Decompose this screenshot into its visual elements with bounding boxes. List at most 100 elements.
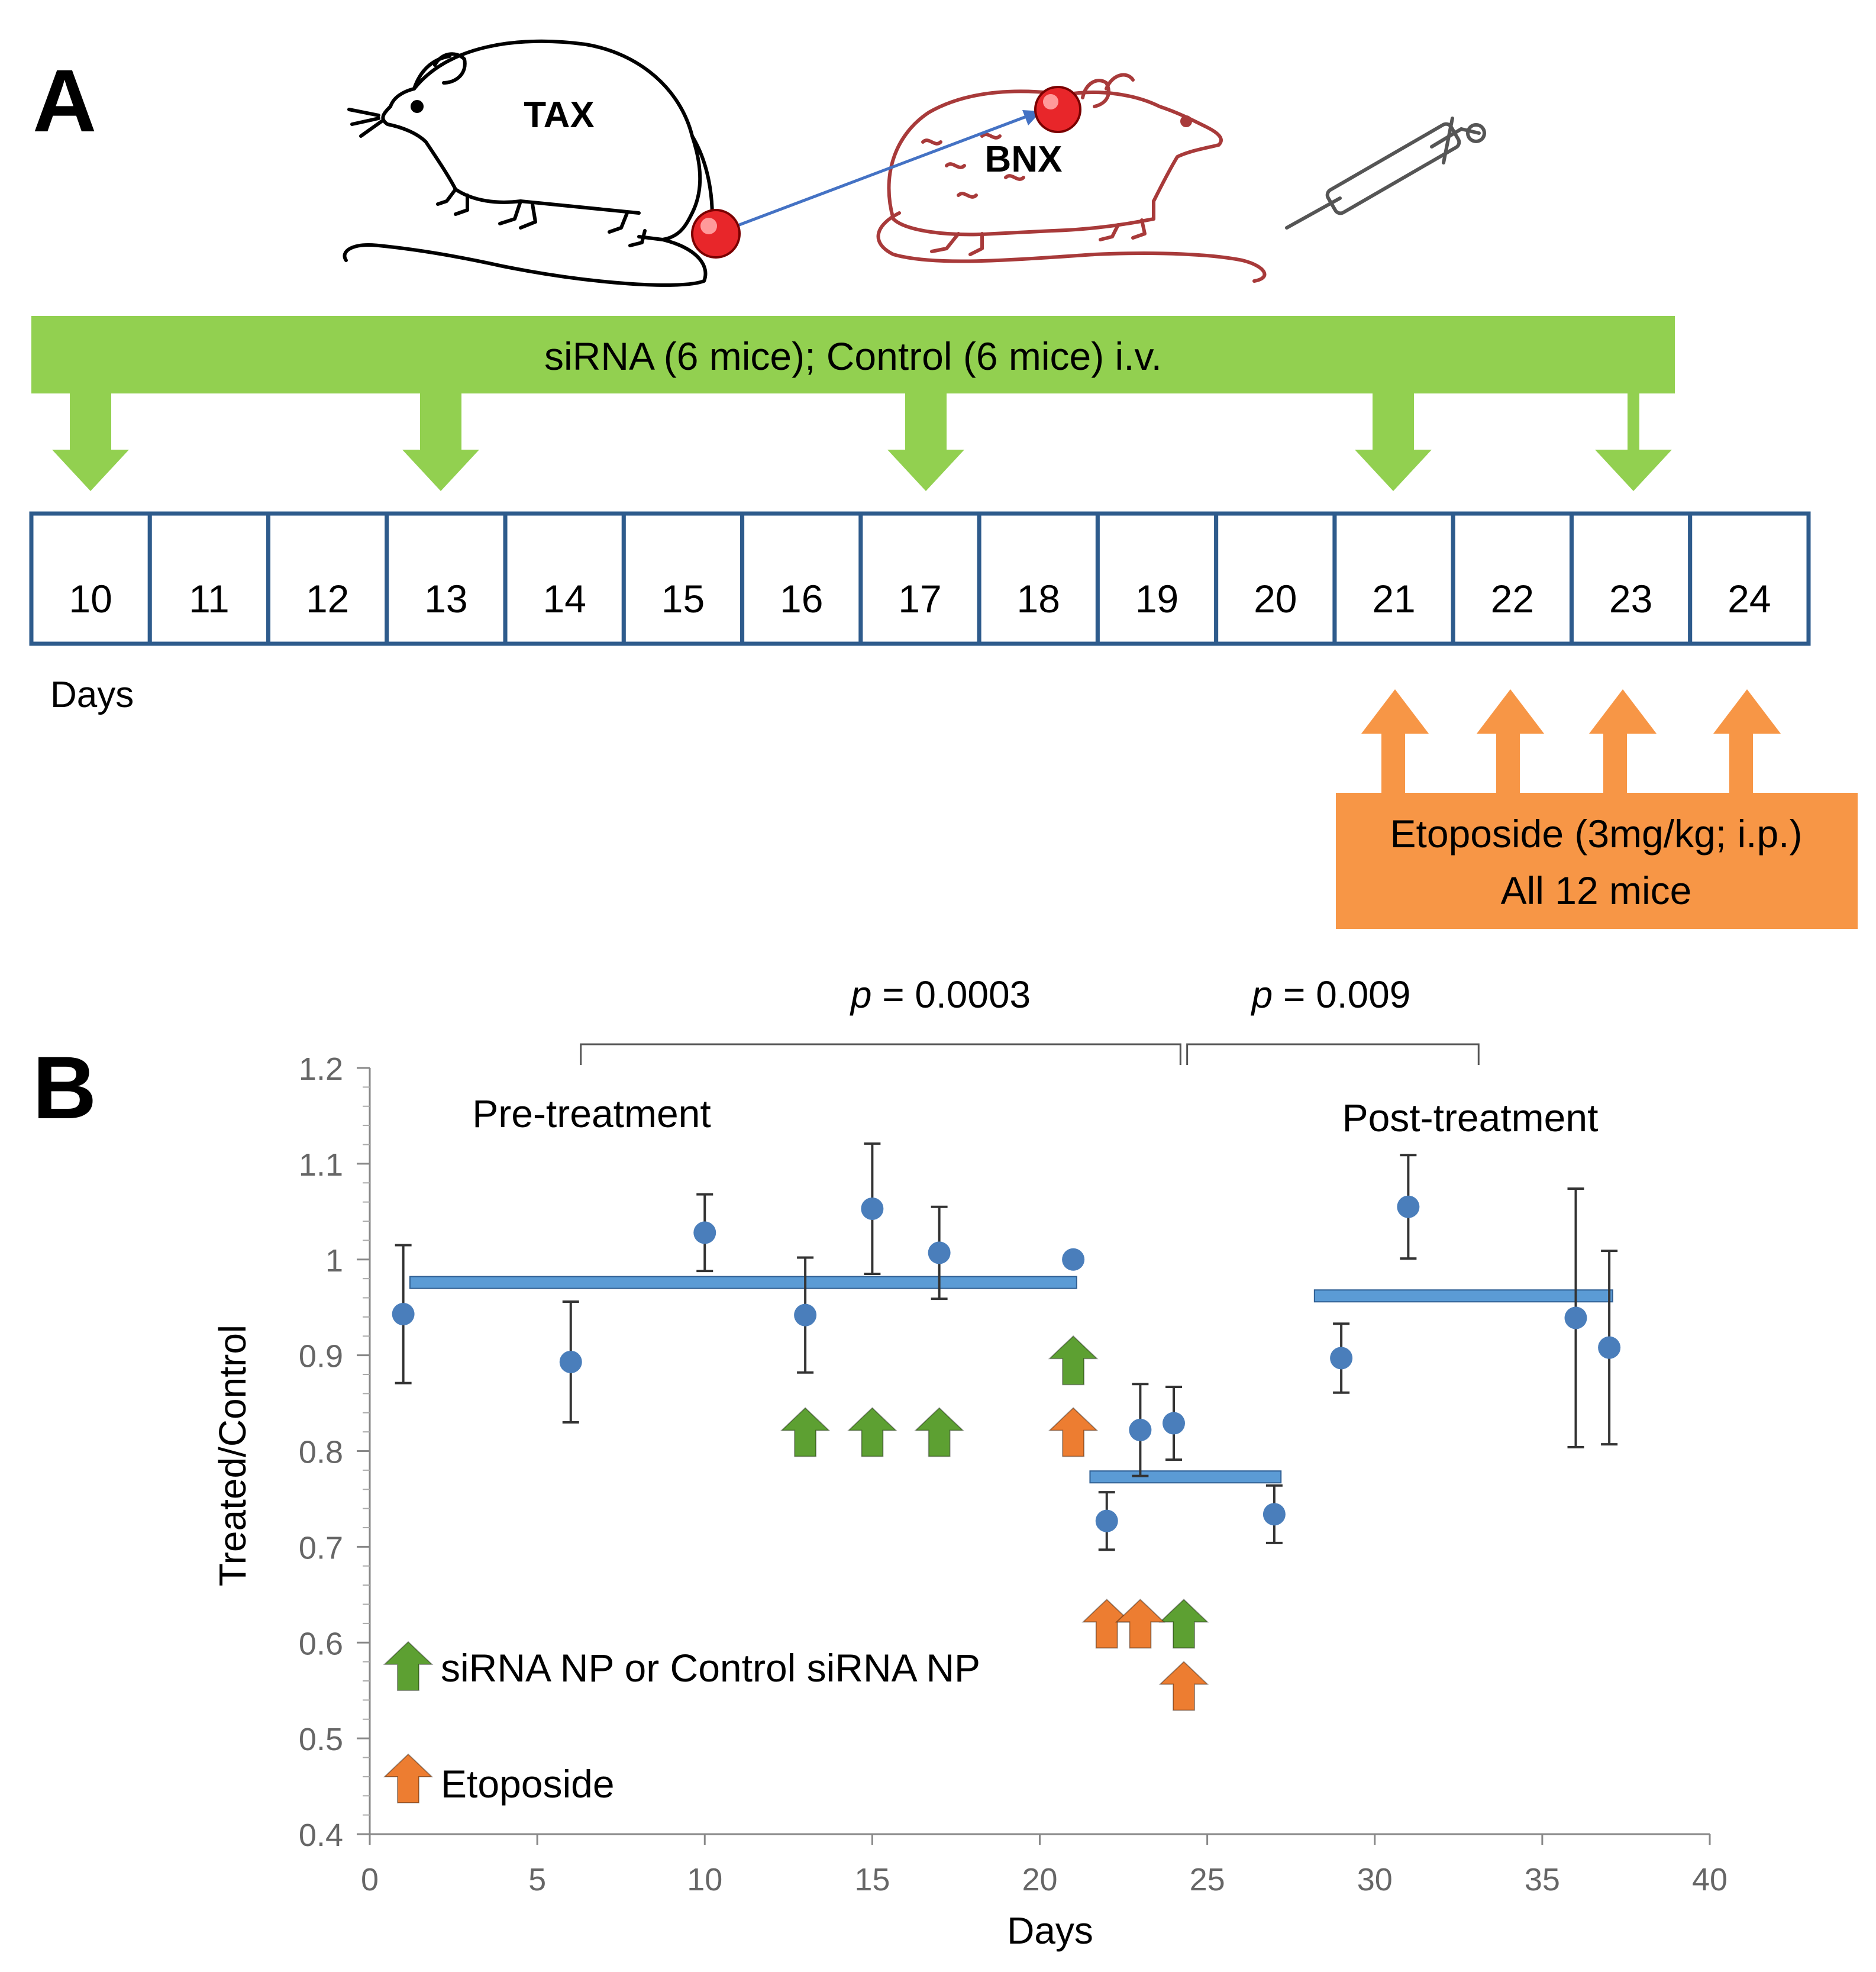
panel-a-label: A [33, 51, 96, 150]
data-point [559, 1350, 582, 1373]
legend-orange-arrow [383, 1753, 434, 1803]
day-label-15: 15 [661, 577, 705, 621]
day-timeline: 10 11 12 13 14 15 16 17 18 19 20 21 22 23 24 [29, 511, 1811, 646]
sirna-arrow-icon [780, 1407, 831, 1457]
day-label-22: 22 [1491, 577, 1534, 621]
y-tick-label: 0.9 [299, 1339, 343, 1374]
panel-b-label: B [33, 1038, 96, 1137]
etoposide-arrow-icon [1158, 1661, 1209, 1711]
mean-line-1 [409, 1276, 1077, 1289]
etoposide-arrow-icon [1048, 1407, 1099, 1457]
data-point [1564, 1306, 1587, 1329]
x-tick-label: 35 [1525, 1862, 1560, 1897]
data-point [693, 1221, 716, 1244]
mean-lines [409, 1276, 1613, 1484]
y-tick-label: 1.2 [299, 1051, 343, 1087]
data-point [1095, 1509, 1118, 1532]
etoposide-line1: Etoposide (3mg/kg; i.p.) [1390, 812, 1803, 856]
day-box-21 [1332, 511, 1455, 646]
x-tick-label: 25 [1190, 1862, 1225, 1897]
y-tick-label: 0.5 [299, 1722, 343, 1757]
x-tick-label: 10 [687, 1862, 722, 1897]
day-label-19: 19 [1135, 577, 1178, 621]
mean-line-3 [1313, 1289, 1613, 1303]
error-bars [395, 1142, 1618, 1551]
syringe-icon [1285, 117, 1486, 230]
bnx-mouse-icon [876, 73, 1267, 283]
day-box-18 [977, 511, 1100, 646]
day-label-11: 11 [189, 577, 230, 621]
day-label-24: 24 [1728, 577, 1771, 621]
y-tick-label: 0.8 [299, 1435, 343, 1470]
bnx-label: BNX [985, 139, 1063, 180]
legend-green-arrow [383, 1641, 434, 1691]
data-point [928, 1241, 951, 1264]
sirna-arrow-icon [1048, 1335, 1099, 1386]
day-box-10 [29, 511, 152, 646]
p-value-post: p = 0.009 [1251, 973, 1411, 1016]
y-tick-labels: 0.4 0.5 0.6 0.7 0.8 0.9 1 1.1 1.2 [299, 1051, 343, 1853]
legend-etoposide-arrow-icon [383, 1753, 434, 1803]
day-label-18: 18 [1017, 577, 1060, 621]
legend-sirna-arrow-icon [383, 1641, 434, 1691]
day-label-20: 20 [1254, 577, 1297, 621]
p-bracket-post [1186, 1043, 1480, 1065]
day-box-23 [1569, 511, 1693, 646]
y-tick-label: 1 [325, 1243, 343, 1279]
tax-label: TAX [524, 95, 594, 135]
y-tick-label: 0.6 [299, 1626, 343, 1661]
data-point [392, 1303, 415, 1326]
chart-axes [357, 1067, 1711, 1845]
day-label-16: 16 [780, 577, 823, 621]
x-tick-label: 0 [361, 1862, 379, 1897]
sirna-arrow-icon [847, 1407, 897, 1457]
day-box-14 [503, 511, 626, 646]
legend: siRNA NP or Control siRNA NP Etoposide [383, 1641, 980, 1806]
days-label-a: Days [50, 674, 134, 715]
tax-mouse-icon [343, 39, 714, 287]
x-tick-label: 20 [1022, 1862, 1057, 1897]
data-point [1397, 1195, 1420, 1218]
tumor-icon-graft [1034, 86, 1081, 133]
data-point [1330, 1347, 1353, 1370]
day-box-16 [740, 511, 863, 646]
p-bracket-pre [580, 1043, 1181, 1065]
x-tick-labels: 0 5 10 15 20 25 30 35 40 [361, 1862, 1728, 1897]
sirna-banner [31, 316, 1675, 491]
day-label-21: 21 [1372, 577, 1415, 621]
data-point [1598, 1336, 1621, 1359]
sirna-arrow-icon [1158, 1599, 1209, 1649]
data-point [794, 1303, 817, 1326]
x-tick-label: 5 [528, 1862, 546, 1897]
p-value-pre: p = 0.0003 [850, 973, 1031, 1016]
p-value-post-text: = 0.009 [1273, 973, 1410, 1016]
legend-etoposide-text: Etoposide [441, 1762, 615, 1806]
post-treatment-label: Post-treatment [1342, 1096, 1599, 1140]
sirna-banner-text: siRNA (6 mice); Control (6 mice) i.v. [544, 334, 1162, 378]
y-tick-label: 0.7 [299, 1530, 343, 1566]
data-point [1129, 1418, 1152, 1441]
tumor-icon-source [691, 209, 741, 259]
p-value-pre-text: = 0.0003 [871, 973, 1031, 1016]
p-value-post-italic: p [1251, 973, 1273, 1016]
day-label-23: 23 [1609, 577, 1652, 621]
sirna-arrow-icon [914, 1407, 965, 1457]
etoposide-arrow-icon [1081, 1599, 1132, 1649]
day-label-13: 13 [424, 577, 467, 621]
day-label-14: 14 [543, 577, 586, 621]
y-axis-label: Treated/Control [211, 1325, 254, 1586]
x-axis-label: Days [1007, 1909, 1093, 1952]
data-point [1262, 1503, 1286, 1526]
etoposide-line2: All 12 mice [1501, 869, 1692, 912]
data-point [1062, 1248, 1085, 1271]
mean-line-2 [1089, 1470, 1282, 1484]
day-label-12: 12 [306, 577, 349, 621]
pre-treatment-label: Pre-treatment [472, 1092, 711, 1135]
day-label-17: 17 [898, 577, 941, 621]
day-box-20 [1214, 511, 1337, 646]
data-point [1163, 1412, 1185, 1435]
treatment-arrows [780, 1335, 1209, 1711]
x-tick-label: 30 [1357, 1862, 1393, 1897]
y-tick-label: 0.4 [299, 1818, 343, 1853]
